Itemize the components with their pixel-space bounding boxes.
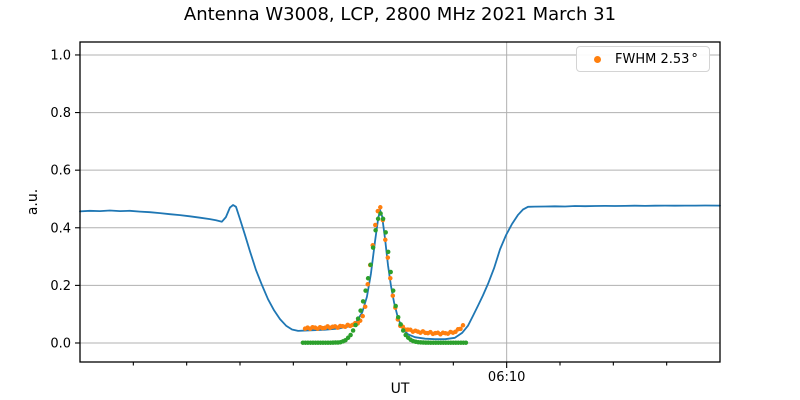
degree-symbol: ° [691, 51, 698, 67]
x-tick-label: 06:10 [488, 370, 525, 385]
x-axis-label: UT [390, 381, 410, 397]
y-tick-label: 0.4 [50, 221, 71, 236]
y-tick-label: 0.6 [50, 164, 71, 179]
legend: FWHM 2.53 ° [576, 46, 710, 72]
scan-scatter [302, 205, 466, 337]
y-tick-label: 0.0 [50, 336, 71, 351]
y-tick-label: 0.2 [50, 279, 71, 294]
chart-title: Antenna W3008, LCP, 2800 MHz 2021 March … [183, 4, 617, 25]
y-axis-label: a.u. [25, 188, 41, 216]
plot-border [79, 41, 721, 363]
legend-marker-dot [594, 55, 601, 63]
legend-label: FWHM 2.53 ° [615, 51, 698, 67]
fit-scatter [300, 211, 469, 345]
y-tick-label: 0.8 [50, 106, 71, 121]
y-tick-label: 1.0 [50, 48, 71, 63]
